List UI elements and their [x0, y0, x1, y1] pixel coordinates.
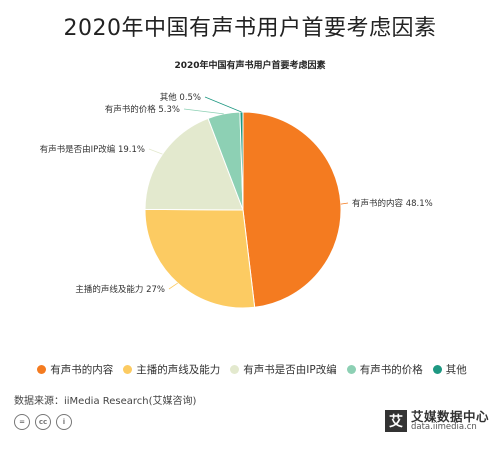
slice-label: 有声书的内容 48.1%: [352, 198, 433, 209]
page-title: 2020年中国有声书用户首要考虑因素: [63, 16, 437, 41]
brand-logo: 艾 艾媒数据中心 data.iimedia.cn: [385, 409, 490, 433]
brand-mark-icon: 艾: [385, 410, 407, 433]
cc-by-icon: i: [56, 414, 72, 430]
legend-item: 有声书是否由IP改编: [230, 362, 337, 377]
source-note: 数据来源：iiMedia Research(艾媒咨询): [14, 396, 197, 407]
legend-swatch: [346, 365, 356, 374]
label-leader-line: [340, 202, 349, 205]
slice-label: 其他 0.5%: [160, 92, 201, 103]
legend-label: 有声书的价格: [359, 364, 423, 376]
legend-label: 其他: [445, 364, 467, 376]
pie-slice: [144, 208, 256, 309]
chart-title: 2020年中国有声书用户首要考虑因素: [174, 59, 325, 71]
legend-swatch: [123, 365, 133, 374]
legend-swatch: [432, 365, 442, 374]
legend-item: 有声书的内容: [37, 362, 113, 377]
legend-item: 其他: [432, 362, 467, 377]
chart-legend: 有声书的内容 主播的声线及能力 有声书是否由IP改编 有声书的价格 其他: [12, 362, 492, 377]
label-leader-line: [148, 148, 163, 155]
legend-label: 主播的声线及能力: [136, 364, 221, 376]
slice-label: 主播的声线及能力 27%: [75, 284, 165, 295]
legend-label: 有声书是否由IP改编: [243, 364, 337, 376]
brand-url: data.iimedia.cn: [411, 422, 477, 433]
slice-label: 有声书是否由IP改编 19.1%: [40, 144, 145, 155]
brand-name: 艾媒数据中心: [411, 409, 490, 424]
label-leader-line: [168, 282, 178, 290]
license-icons: = cc i: [14, 414, 77, 430]
legend-label: 有声书的内容: [50, 364, 114, 376]
slice-label: 有声书的价格 5.3%: [105, 104, 180, 115]
legend-swatch: [37, 365, 47, 374]
legend-item: 主播的声线及能力: [123, 362, 220, 377]
label-leader-line: [204, 96, 242, 113]
pie-slice: [239, 111, 244, 211]
cc-icon: cc: [35, 414, 51, 430]
cc-nd-icon: =: [14, 414, 30, 430]
pie-slice: [144, 117, 244, 211]
label-leader-line: [183, 108, 224, 115]
pie-slice: [242, 111, 342, 308]
legend-swatch: [230, 365, 240, 374]
legend-item: 有声书的价格: [346, 362, 423, 377]
